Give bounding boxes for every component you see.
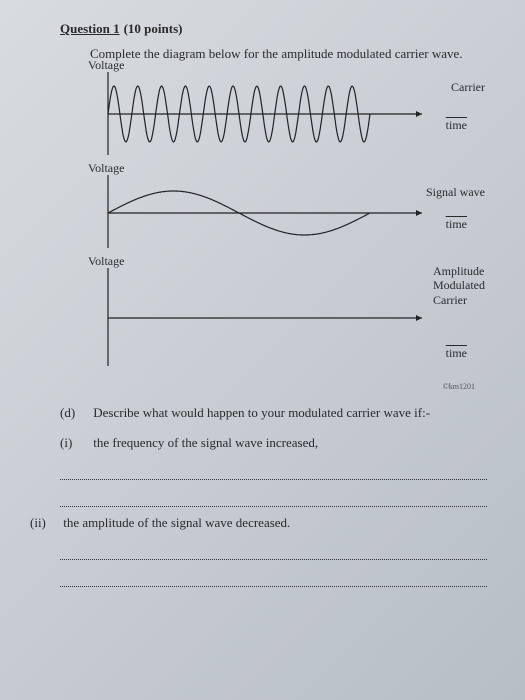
am-label-1: Amplitude — [433, 264, 484, 278]
part-d-label: (d) — [60, 405, 90, 421]
instruction-text: Complete the diagram below for the ampli… — [90, 46, 495, 62]
part-d: (d) Describe what would happen to your m… — [60, 405, 495, 421]
sub-i-text: the frequency of the signal wave increas… — [93, 435, 318, 450]
page-content: Question 1 (10 points) Complete the diag… — [0, 0, 525, 615]
part-d-text: Describe what would happen to your modul… — [93, 405, 430, 420]
am-label-2: Modulated — [433, 278, 485, 292]
signal-time-label: time — [446, 217, 467, 232]
am-svg — [90, 268, 430, 368]
carrier-graph: Voltage Carrier time — [90, 72, 495, 157]
sub-ii-label: (ii) — [30, 515, 60, 531]
sub-ii-text: the amplitude of the signal wave decreas… — [63, 515, 290, 530]
sub-i-label: (i) — [60, 435, 90, 451]
carrier-label: Carrier — [451, 80, 485, 95]
question-header: Question 1 (10 points) — [60, 20, 495, 38]
am-label-3: Carrier — [433, 293, 467, 307]
signal-label: Signal wave — [426, 185, 485, 200]
signal-svg — [90, 175, 430, 250]
am-v-label: Voltage — [88, 254, 124, 269]
answer-line[interactable] — [60, 541, 487, 560]
question-number: Question 1 — [60, 21, 120, 36]
am-graph: Voltage Amplitude Modulated Carrier time — [90, 268, 495, 368]
watermark: ©km1201 — [60, 382, 475, 391]
answer-line[interactable] — [60, 461, 487, 480]
carrier-v-label: Voltage — [88, 58, 124, 73]
graphs-region: Voltage Carrier time Voltage Signal wave… — [90, 72, 495, 368]
carrier-svg — [90, 72, 430, 157]
question-points: (10 points) — [124, 21, 183, 36]
am-time-label: time — [446, 346, 467, 361]
signal-graph: Voltage Signal wave time — [90, 175, 495, 250]
carrier-time-label: time — [446, 118, 467, 133]
signal-v-label: Voltage — [88, 161, 124, 176]
am-label: Amplitude Modulated Carrier — [433, 264, 485, 307]
answer-line[interactable] — [60, 568, 487, 587]
subpart-i: (i) the frequency of the signal wave inc… — [60, 435, 495, 451]
subpart-ii: (ii) the amplitude of the signal wave de… — [30, 515, 495, 531]
answer-line[interactable] — [60, 488, 487, 507]
